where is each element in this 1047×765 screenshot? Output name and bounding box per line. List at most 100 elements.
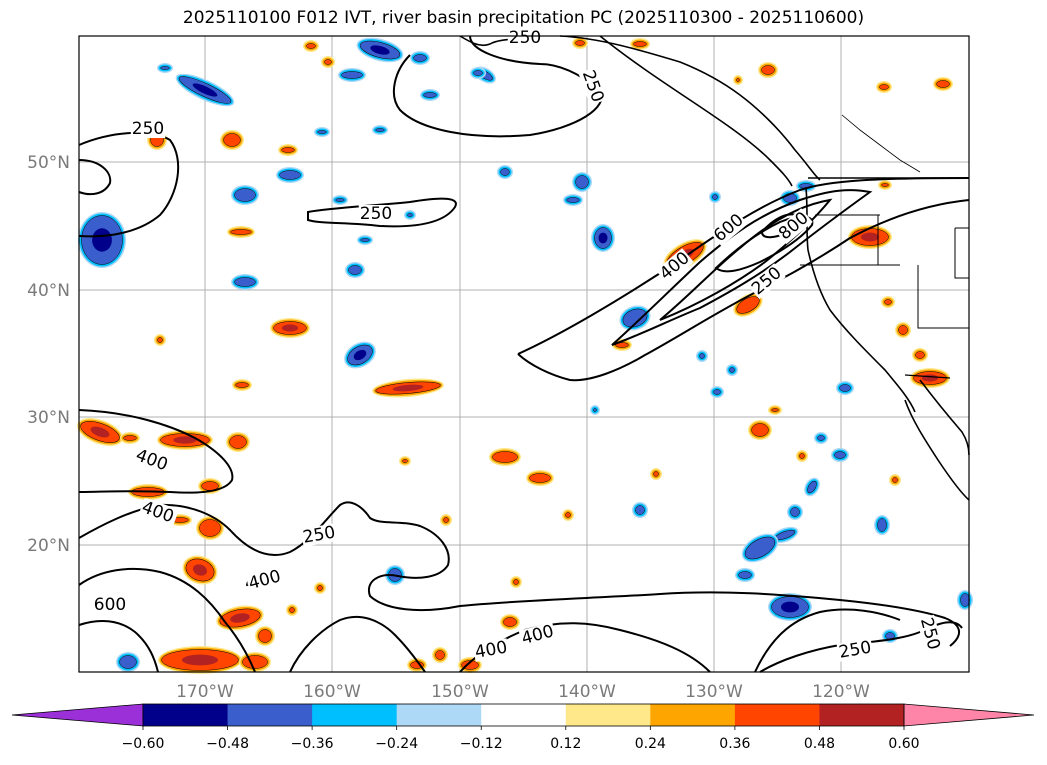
negative-anomaly-blob (332, 195, 348, 205)
positive-anomaly-blob (562, 509, 574, 521)
colorbar-tick-label: −0.24 (375, 736, 418, 752)
negative-anomaly-blob (572, 172, 592, 192)
coastline-west-us (805, 187, 916, 413)
negative-anomaly-blob (836, 381, 854, 395)
positive-anomaly-blob (232, 379, 252, 391)
map-title: 2025110100 F012 IVT, river basin precipi… (182, 8, 865, 28)
positive-anomaly-blob (912, 348, 928, 362)
longitude-labels: 170°W 160°W 150°W 140°W 130°W 120°W (176, 682, 870, 702)
negative-anomaly-blob (420, 89, 440, 101)
positive-anomaly-blob (748, 420, 772, 440)
contour-400-south-middle (289, 615, 426, 673)
contour-800-ar (714, 215, 814, 273)
canada-interior-border (841, 114, 921, 173)
positive-anomaly-blob (270, 318, 310, 338)
colorbar-segment (650, 704, 736, 726)
positive-anomaly-blob (733, 75, 743, 85)
negative-anomaly-blob (231, 185, 259, 205)
negative-anomaly-blob (709, 191, 721, 203)
positive-anomaly-blob (314, 582, 326, 594)
colorbar-tick-label: 0.12 (550, 736, 581, 752)
positive-anomaly-blob (768, 405, 782, 415)
positive-anomaly-blob (933, 77, 953, 91)
positive-anomaly-blob (220, 130, 244, 150)
colorbar-segment (565, 704, 651, 726)
colorbar-segment (227, 704, 313, 726)
lon-label-160w: 160°W (303, 682, 361, 702)
contour-label-halo (138, 497, 177, 527)
negative-anomaly-blob (410, 51, 430, 65)
positive-anomaly-blob (440, 514, 452, 526)
negative-anomaly-blob (357, 235, 373, 245)
contour-400-ar (611, 189, 873, 346)
positive-anomaly-blob (650, 468, 662, 480)
positive-anomaly-blob (157, 430, 213, 450)
negative-anomaly-blob (404, 210, 416, 220)
negative-anomaly-blob (804, 477, 820, 497)
colorbar-tick-label: −0.60 (122, 736, 165, 752)
positive-anomaly-blob (758, 62, 778, 78)
contour-label-halo (747, 263, 786, 300)
positive-anomaly-blob (432, 647, 448, 663)
negative-anomaly-blob (231, 274, 259, 290)
ivt-contours (78, 35, 970, 673)
negative-anomaly-blob (590, 405, 600, 415)
contour-250-southeast (759, 621, 963, 673)
positive-anomaly-blob (286, 604, 298, 616)
contour-label-halo (358, 205, 394, 223)
colorbar-segment (396, 704, 482, 726)
contour-250-southeast-inner (754, 608, 901, 673)
contour-label-halo (245, 567, 284, 594)
positive-anomaly-blob (881, 296, 895, 308)
lon-label-170w: 170°W (176, 682, 234, 702)
contour-600-southwest (78, 567, 256, 673)
lon-label-140w: 140°W (558, 682, 616, 702)
negative-anomaly-blob (735, 568, 755, 582)
colorbar-frame (142, 703, 905, 727)
negative-anomaly-blob (276, 167, 304, 183)
positive-anomaly-blob (120, 432, 140, 444)
negative-anomaly-blob (563, 194, 583, 206)
negative-anomaly-blob (814, 432, 828, 444)
negative-anomaly-blob (787, 504, 803, 520)
negative-anomaly-blob (831, 448, 849, 462)
lat-label-50: 50°N (27, 153, 70, 173)
contour-400-lower-left (78, 619, 159, 673)
negative-anomaly-blob (696, 350, 708, 362)
negative-anomaly-blob (314, 127, 330, 137)
negative-anomaly-blob (632, 502, 648, 518)
contour-400-southwest-upper (78, 409, 234, 494)
contour-label: 250 (132, 119, 164, 139)
contour-label-halo (132, 445, 171, 475)
positive-anomaly-blob (612, 339, 632, 351)
positive-anomaly-blob (321, 56, 335, 68)
positive-anomaly-blob (489, 448, 521, 466)
positive-anomaly-blob (278, 144, 298, 156)
negative-anomaly-blob (356, 37, 404, 63)
map-frame (78, 35, 970, 673)
colorbar-tick-label: −0.48 (206, 736, 249, 752)
negative-anomaly-blob (591, 224, 615, 252)
contour-label-halo (709, 210, 748, 247)
colorbar-segment (734, 704, 820, 726)
positive-anomaly-blob (510, 576, 522, 588)
colorbar-extend-high (903, 703, 1035, 727)
lat-label-40: 40°N (27, 281, 70, 301)
negative-anomaly-blob (771, 526, 799, 544)
lon-label-120w: 120°W (812, 682, 870, 702)
negative-anomaly-blob (619, 305, 651, 331)
lon-label-150w: 150°W (431, 682, 489, 702)
contour-label: 600 (94, 595, 126, 615)
positive-anomaly-blob (158, 646, 242, 674)
positive-anomaly-blob (255, 626, 275, 646)
colorbar-segment (312, 704, 398, 726)
coastline-baja (904, 399, 970, 501)
contour-label-halo (916, 614, 943, 653)
contour-label: 250 (360, 204, 392, 224)
coastline-mexico-mainland (919, 379, 970, 456)
negative-anomaly-blob (372, 125, 388, 135)
positive-anomaly-blob (895, 322, 911, 338)
positive-anomaly-blob (303, 40, 319, 52)
positive-anomaly-blob (196, 516, 224, 540)
negative-anomaly-blob (497, 165, 513, 179)
